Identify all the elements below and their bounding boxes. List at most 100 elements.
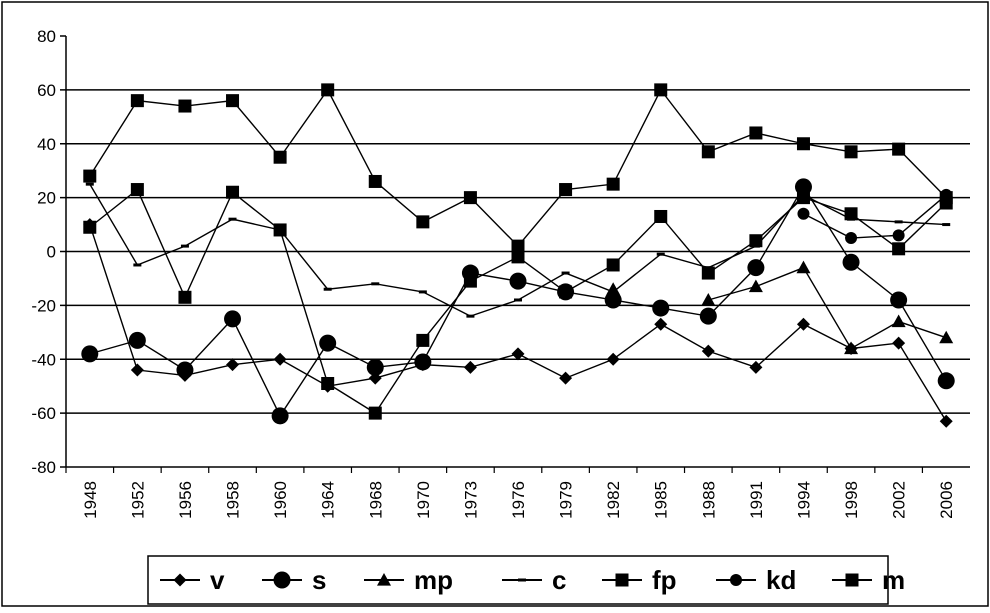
legend-marker <box>518 578 526 582</box>
data-point-m <box>368 174 382 188</box>
data-point-m <box>892 142 906 156</box>
legend-label: fp <box>652 565 677 595</box>
series-line-mp <box>708 266 947 350</box>
legend-label: s <box>312 565 326 595</box>
legend-item-c: c <box>502 565 566 595</box>
data-point-c <box>228 217 237 221</box>
data-point-c <box>371 282 380 286</box>
series-group <box>81 83 955 428</box>
data-point-s <box>890 291 908 309</box>
x-tick-label: 1964 <box>319 481 338 519</box>
data-point-v <box>796 317 810 331</box>
y-tick-label: -80 <box>31 458 56 477</box>
data-point-fp <box>606 258 620 272</box>
data-point-s <box>414 353 432 371</box>
data-point-fp <box>749 234 763 248</box>
x-tick-label: 1952 <box>128 481 147 519</box>
data-point-fp <box>511 250 525 264</box>
data-point-mp <box>844 341 859 355</box>
x-tick-label: 1979 <box>557 481 576 519</box>
data-point-m <box>606 177 620 191</box>
data-point-m <box>321 83 335 97</box>
x-tick-label: 1973 <box>461 481 480 519</box>
data-point-m <box>416 215 430 229</box>
data-point-m <box>844 145 858 159</box>
data-point-s <box>794 178 812 196</box>
data-point-fp <box>559 285 573 299</box>
data-point-c <box>894 220 903 224</box>
x-tick-label: 1970 <box>414 481 433 519</box>
legend-marker <box>730 574 742 586</box>
legend-item-fp: fp <box>602 565 677 595</box>
data-point-kd <box>797 207 810 220</box>
x-tick-label: 1998 <box>842 481 861 519</box>
data-point-c <box>466 314 475 318</box>
data-point-mp <box>796 260 811 274</box>
data-point-m <box>130 94 144 108</box>
legend-marker <box>615 573 629 587</box>
data-point-s <box>176 361 194 379</box>
data-point-m <box>511 239 525 253</box>
x-tick-label: 1991 <box>747 481 766 519</box>
legend-label: kd <box>766 565 796 595</box>
legend-item-mp: mp <box>364 565 453 595</box>
x-tick-label: 1968 <box>366 481 385 519</box>
series-fp <box>83 183 953 420</box>
data-point-v <box>130 363 144 377</box>
data-point-v <box>606 352 620 366</box>
x-tick-label: 1958 <box>224 481 243 519</box>
data-point-c <box>942 223 951 227</box>
data-point-v <box>701 344 715 358</box>
x-tick-label: 1948 <box>81 481 100 519</box>
legend-label: v <box>210 565 225 595</box>
legend-label: c <box>552 565 566 595</box>
data-point-c <box>656 252 665 256</box>
data-point-m <box>701 145 715 159</box>
data-point-c <box>418 290 427 294</box>
legend-item-kd: kd <box>716 565 796 595</box>
data-point-v <box>463 360 477 374</box>
data-point-s <box>747 259 765 277</box>
data-point-c <box>180 244 189 248</box>
data-point-s <box>699 307 717 325</box>
data-point-c <box>514 298 522 302</box>
y-tick-label: 80 <box>37 27 56 46</box>
legend-item-s: s <box>262 565 326 595</box>
legend-label: m <box>882 565 905 595</box>
data-point-fp <box>368 406 382 420</box>
data-point-m <box>796 137 810 151</box>
legend-marker <box>845 573 859 587</box>
data-point-m <box>749 126 763 140</box>
x-tick-label: 1960 <box>271 481 290 519</box>
data-point-m <box>939 191 953 205</box>
legend-label: mp <box>414 565 453 595</box>
data-point-v <box>892 336 906 350</box>
y-tick-label: 0 <box>47 243 56 262</box>
x-tick-label: 1988 <box>699 481 718 519</box>
data-point-kd <box>845 232 858 245</box>
data-point-fp <box>130 183 144 197</box>
data-point-fp <box>226 185 240 199</box>
data-point-m <box>654 83 668 97</box>
data-point-s <box>842 253 860 271</box>
data-point-s <box>937 372 955 390</box>
data-point-s <box>604 291 622 309</box>
data-point-mp <box>748 279 763 293</box>
legend-item-v: v <box>160 565 225 595</box>
data-point-fp <box>654 209 668 223</box>
legend-marker <box>273 571 291 589</box>
data-point-v <box>654 317 668 331</box>
data-point-fp <box>463 274 477 288</box>
data-point-fp <box>844 207 858 221</box>
data-point-m <box>559 183 573 197</box>
data-point-fp <box>796 191 810 205</box>
data-point-s <box>271 407 289 425</box>
data-point-v <box>559 371 573 385</box>
data-point-s <box>652 299 670 317</box>
data-point-v <box>273 352 287 366</box>
x-tick-label: 1976 <box>509 481 528 519</box>
data-point-c <box>609 290 618 294</box>
data-point-v <box>511 347 525 361</box>
data-point-s <box>128 331 146 349</box>
data-point-v <box>749 360 763 374</box>
